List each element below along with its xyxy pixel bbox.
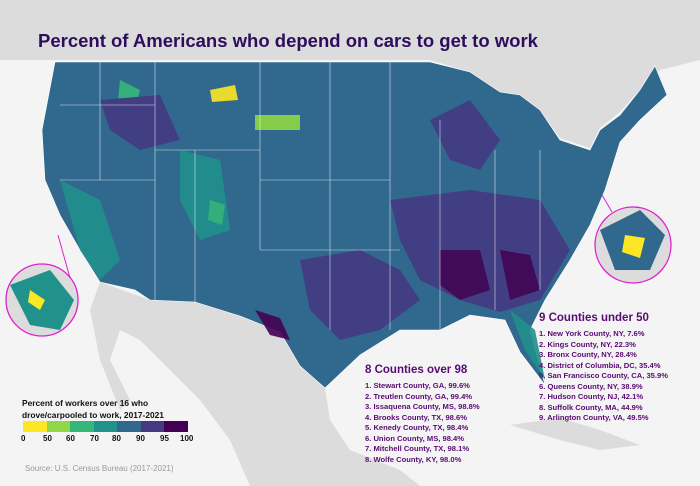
counties-under-50: 9 Counties under 50 1. New York County, … <box>539 312 668 424</box>
legend-tick: 90 <box>136 434 145 443</box>
list-item: 7. Mitchell County, TX, 98.1% <box>365 444 470 453</box>
list-item: 5. San Francisco County, CA, 35.9% <box>539 371 668 380</box>
list-item: 1. Stewart County, GA, 99.6% <box>365 381 470 390</box>
legend-title-line1: Percent of workers over 16 who <box>22 398 149 408</box>
legend-swatch <box>140 421 165 432</box>
legend-tick: 0 <box>21 434 26 443</box>
list-item: 3. Bronx County, NY, 28.4% <box>539 350 637 359</box>
counties-over-98: 8 Counties over 98 1. Stewart County, GA… <box>365 364 480 465</box>
list-item: 4. District of Columbia, DC, 35.4% <box>539 360 661 370</box>
list-item: 5. Kenedy County, TX, 98.4% <box>365 423 469 432</box>
legend-tick: 100 <box>180 434 194 443</box>
list-item: 2. Treutlen County, GA, 99.4% <box>365 391 473 401</box>
inset-nyc <box>594 194 672 284</box>
legend-swatch <box>117 421 141 432</box>
list-item: 3. Issaquena County, MS, 98.8% <box>365 402 480 411</box>
legend-tick: 60 <box>66 434 75 443</box>
legend-tick: 95 <box>160 434 169 443</box>
source-note: Source: U.S. Census Bureau (2017-2021) <box>25 464 174 473</box>
landmass-canada <box>0 0 700 148</box>
legend-swatch <box>23 421 47 432</box>
over-heading: 8 Counties over 98 <box>365 364 468 376</box>
list-item: 4. Brooks County, TX, 98.6% <box>365 412 467 422</box>
landmass-mexico <box>90 282 420 486</box>
list-item: 7. Hudson County, NJ, 42.1% <box>539 392 644 401</box>
list-item: 8. Wolfe County, KY, 98.0% <box>365 454 462 464</box>
list-item: 6. Queens County, NY, 38.9% <box>539 381 643 391</box>
list-item: 9. Arlington County, VA, 49.5% <box>539 413 649 422</box>
list-item: 2. Kings County, NY, 22.3% <box>539 339 636 349</box>
legend-title-line2: drove/carpooled to work, 2017-2021 <box>22 410 164 420</box>
legend-swatch <box>164 421 189 432</box>
inset-sf <box>5 234 79 337</box>
landmass-cuba <box>510 418 640 450</box>
list-item: 6. Union County, MS, 98.4% <box>365 433 465 443</box>
legend-tick: 70 <box>90 434 99 443</box>
list-item: 8. Suffolk County, MA, 44.9% <box>539 402 643 412</box>
under-heading: 9 Counties under 50 <box>539 312 649 324</box>
legend-tick: 50 <box>43 434 52 443</box>
list-item: 1. New York County, NY, 7.6% <box>539 329 645 338</box>
state-borders <box>60 62 541 330</box>
legend-swatch <box>46 421 71 432</box>
legend-title: Percent of workers over 16 who drove/car… <box>22 397 164 421</box>
legend-colorbar <box>23 421 189 432</box>
legend-tick: 80 <box>112 434 121 443</box>
page-title: Percent of Americans who depend on cars … <box>38 30 538 51</box>
legend-swatch <box>93 421 118 432</box>
legend-swatch <box>70 421 94 432</box>
